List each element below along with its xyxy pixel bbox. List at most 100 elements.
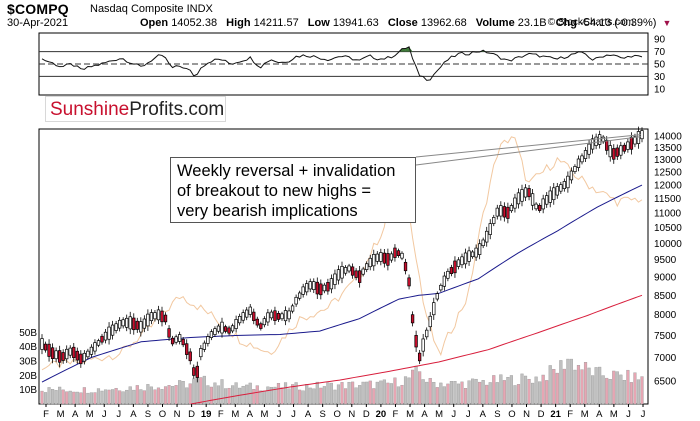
volume-bar <box>114 387 118 405</box>
volume-bar <box>432 382 436 405</box>
volume-bar <box>538 381 542 405</box>
x-tick-label: S <box>494 409 500 420</box>
volume-bar <box>79 392 83 405</box>
candle-body <box>213 328 217 335</box>
volume-bar <box>456 383 461 405</box>
volume-bar <box>319 387 323 405</box>
volume-bar <box>372 388 376 405</box>
candle-body <box>562 181 567 189</box>
candle-body <box>442 275 447 287</box>
candle-body <box>114 323 118 331</box>
candle-body <box>421 338 425 352</box>
candle-body <box>439 284 443 291</box>
volume-bar <box>259 390 263 405</box>
volume-bar <box>185 387 189 405</box>
volume-bar <box>220 379 224 405</box>
candle-body <box>125 317 129 328</box>
candle-body <box>202 342 207 350</box>
volume-bar <box>163 386 168 405</box>
candle-body <box>545 195 549 205</box>
candle-body <box>516 192 521 205</box>
candle-body <box>640 130 644 140</box>
candle-body <box>153 312 157 320</box>
candle-body <box>432 302 436 316</box>
candle-body <box>597 134 602 145</box>
candle-body <box>509 205 514 212</box>
candle-body <box>89 346 94 355</box>
volume-bar <box>209 386 213 405</box>
candle-body <box>315 281 319 295</box>
candle-body <box>185 343 189 355</box>
volume-bar <box>425 381 429 405</box>
volume-bar <box>156 387 161 405</box>
candle-body <box>177 334 182 342</box>
volume-bar <box>336 384 341 405</box>
x-tick-label: A <box>596 409 603 420</box>
candle-body <box>96 340 101 346</box>
candle-body <box>336 269 341 281</box>
volume-bar <box>534 376 538 405</box>
candle-body <box>612 148 616 160</box>
volume-bar <box>291 384 295 405</box>
candle-body <box>417 352 422 362</box>
volume-bar <box>386 382 390 405</box>
candle-body <box>220 321 224 334</box>
candle-body <box>495 207 499 217</box>
x-tick-label: A <box>480 409 487 420</box>
volume-bar <box>153 389 157 405</box>
candle-body <box>460 256 464 266</box>
volume-bar <box>513 385 517 405</box>
x-tick-label: N <box>523 409 530 420</box>
volume-bar <box>280 387 284 405</box>
rsi-tick-label: 50 <box>654 60 666 71</box>
candle-body <box>499 205 503 217</box>
volume-bar <box>273 386 277 405</box>
volume-bar <box>340 382 344 405</box>
volume-bar <box>121 391 125 405</box>
volume-bar <box>234 382 238 405</box>
candle-body <box>86 350 90 358</box>
candle-body <box>552 187 556 201</box>
rsi-line <box>41 46 643 81</box>
candle-body <box>463 252 468 265</box>
volume-bar <box>478 381 482 405</box>
candle-body <box>407 277 411 287</box>
x-tick-label: M <box>610 409 618 420</box>
annotation-line-1: Weekly reversal + invalidation <box>177 162 396 180</box>
volume-bar <box>598 366 602 405</box>
x-tick-label: F <box>43 409 49 420</box>
volume-bar <box>51 389 55 405</box>
x-tick-label: M <box>435 409 443 420</box>
x-tick-label: A <box>130 409 137 420</box>
volume-bar <box>301 390 305 405</box>
candle-body <box>68 347 72 356</box>
volume-bar <box>622 380 626 405</box>
low-value: 13941.63 <box>332 17 379 29</box>
price-tick-label: 7500 <box>654 331 677 342</box>
volume-bar <box>502 380 506 405</box>
candle-body <box>537 204 542 211</box>
candle-body <box>280 313 284 320</box>
volume-bar <box>276 383 281 405</box>
volume-bar <box>453 381 457 405</box>
candle-body <box>470 251 475 258</box>
x-tick-label: D <box>538 409 545 420</box>
volume-bar <box>178 380 182 405</box>
volume-bar <box>428 377 432 405</box>
candle-body <box>110 324 115 336</box>
x-axis: F M A M J J A S O N D 19 F M A M J J A S O N D 20 F M A M J J A S O N D 21 F… <box>43 404 646 420</box>
candle-body <box>555 186 559 196</box>
moving-average-red <box>190 294 643 405</box>
candle-body <box>425 329 429 338</box>
volume-bar <box>128 386 132 405</box>
x-tick-label: J <box>451 409 456 420</box>
rsi-tick-label: 90 <box>654 35 666 46</box>
candle-body <box>414 335 418 348</box>
volume-bar <box>527 378 531 405</box>
candle-body <box>121 319 125 327</box>
volume-bar <box>580 369 584 405</box>
candle-body <box>146 313 150 327</box>
x-tick-label: M <box>57 409 65 420</box>
candle-body <box>372 254 376 267</box>
